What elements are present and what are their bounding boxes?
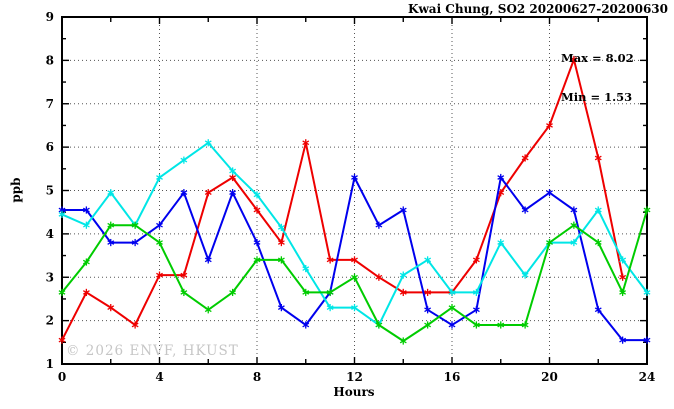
- x-tick-label: 0: [58, 370, 66, 384]
- series-green: [58, 206, 651, 345]
- max-value-label: Max = 8.02: [561, 51, 634, 65]
- y-tick-label: 8: [46, 53, 54, 67]
- chart-title: Kwai Chung, SO2 20200627-20200630: [408, 2, 668, 16]
- y-tick-label: 5: [46, 184, 54, 198]
- x-axis-label: Hours: [333, 385, 375, 399]
- series-red-line: [61, 56, 624, 341]
- plot-frame: [61, 16, 648, 365]
- watermark: © 2026 ENVF, HKUST: [66, 343, 239, 359]
- x-tick-label: 20: [541, 370, 558, 384]
- gridlines: [62, 17, 647, 364]
- x-tick-label: 16: [444, 370, 461, 384]
- series-cyan: [58, 139, 651, 329]
- x-tick-label: 8: [253, 370, 261, 384]
- y-tick-label: 4: [46, 227, 54, 241]
- x-tick-label: 4: [155, 370, 163, 384]
- x-tick-label: 24: [639, 370, 656, 384]
- x-tick-label: 12: [346, 370, 363, 384]
- y-tick-label: 1: [46, 357, 54, 371]
- max-min-annotation: Max = 8.02 Min = 1.53: [561, 26, 634, 130]
- y-tick-label: 6: [46, 140, 54, 154]
- y-tick-label: 7: [46, 97, 54, 111]
- y-tick-label: 9: [46, 10, 54, 24]
- y-tick-label: 2: [46, 314, 54, 328]
- y-axis-label: ppb: [9, 177, 23, 203]
- series-red: [58, 55, 627, 344]
- y-tick-label: 3: [46, 270, 54, 284]
- series-green-markers: [58, 206, 651, 345]
- series-red-markers: [58, 55, 627, 344]
- min-value-label: Min = 1.53: [561, 90, 633, 104]
- series-blue-markers: [58, 173, 651, 344]
- series-cyan-markers: [58, 139, 651, 329]
- series-blue: [58, 173, 651, 344]
